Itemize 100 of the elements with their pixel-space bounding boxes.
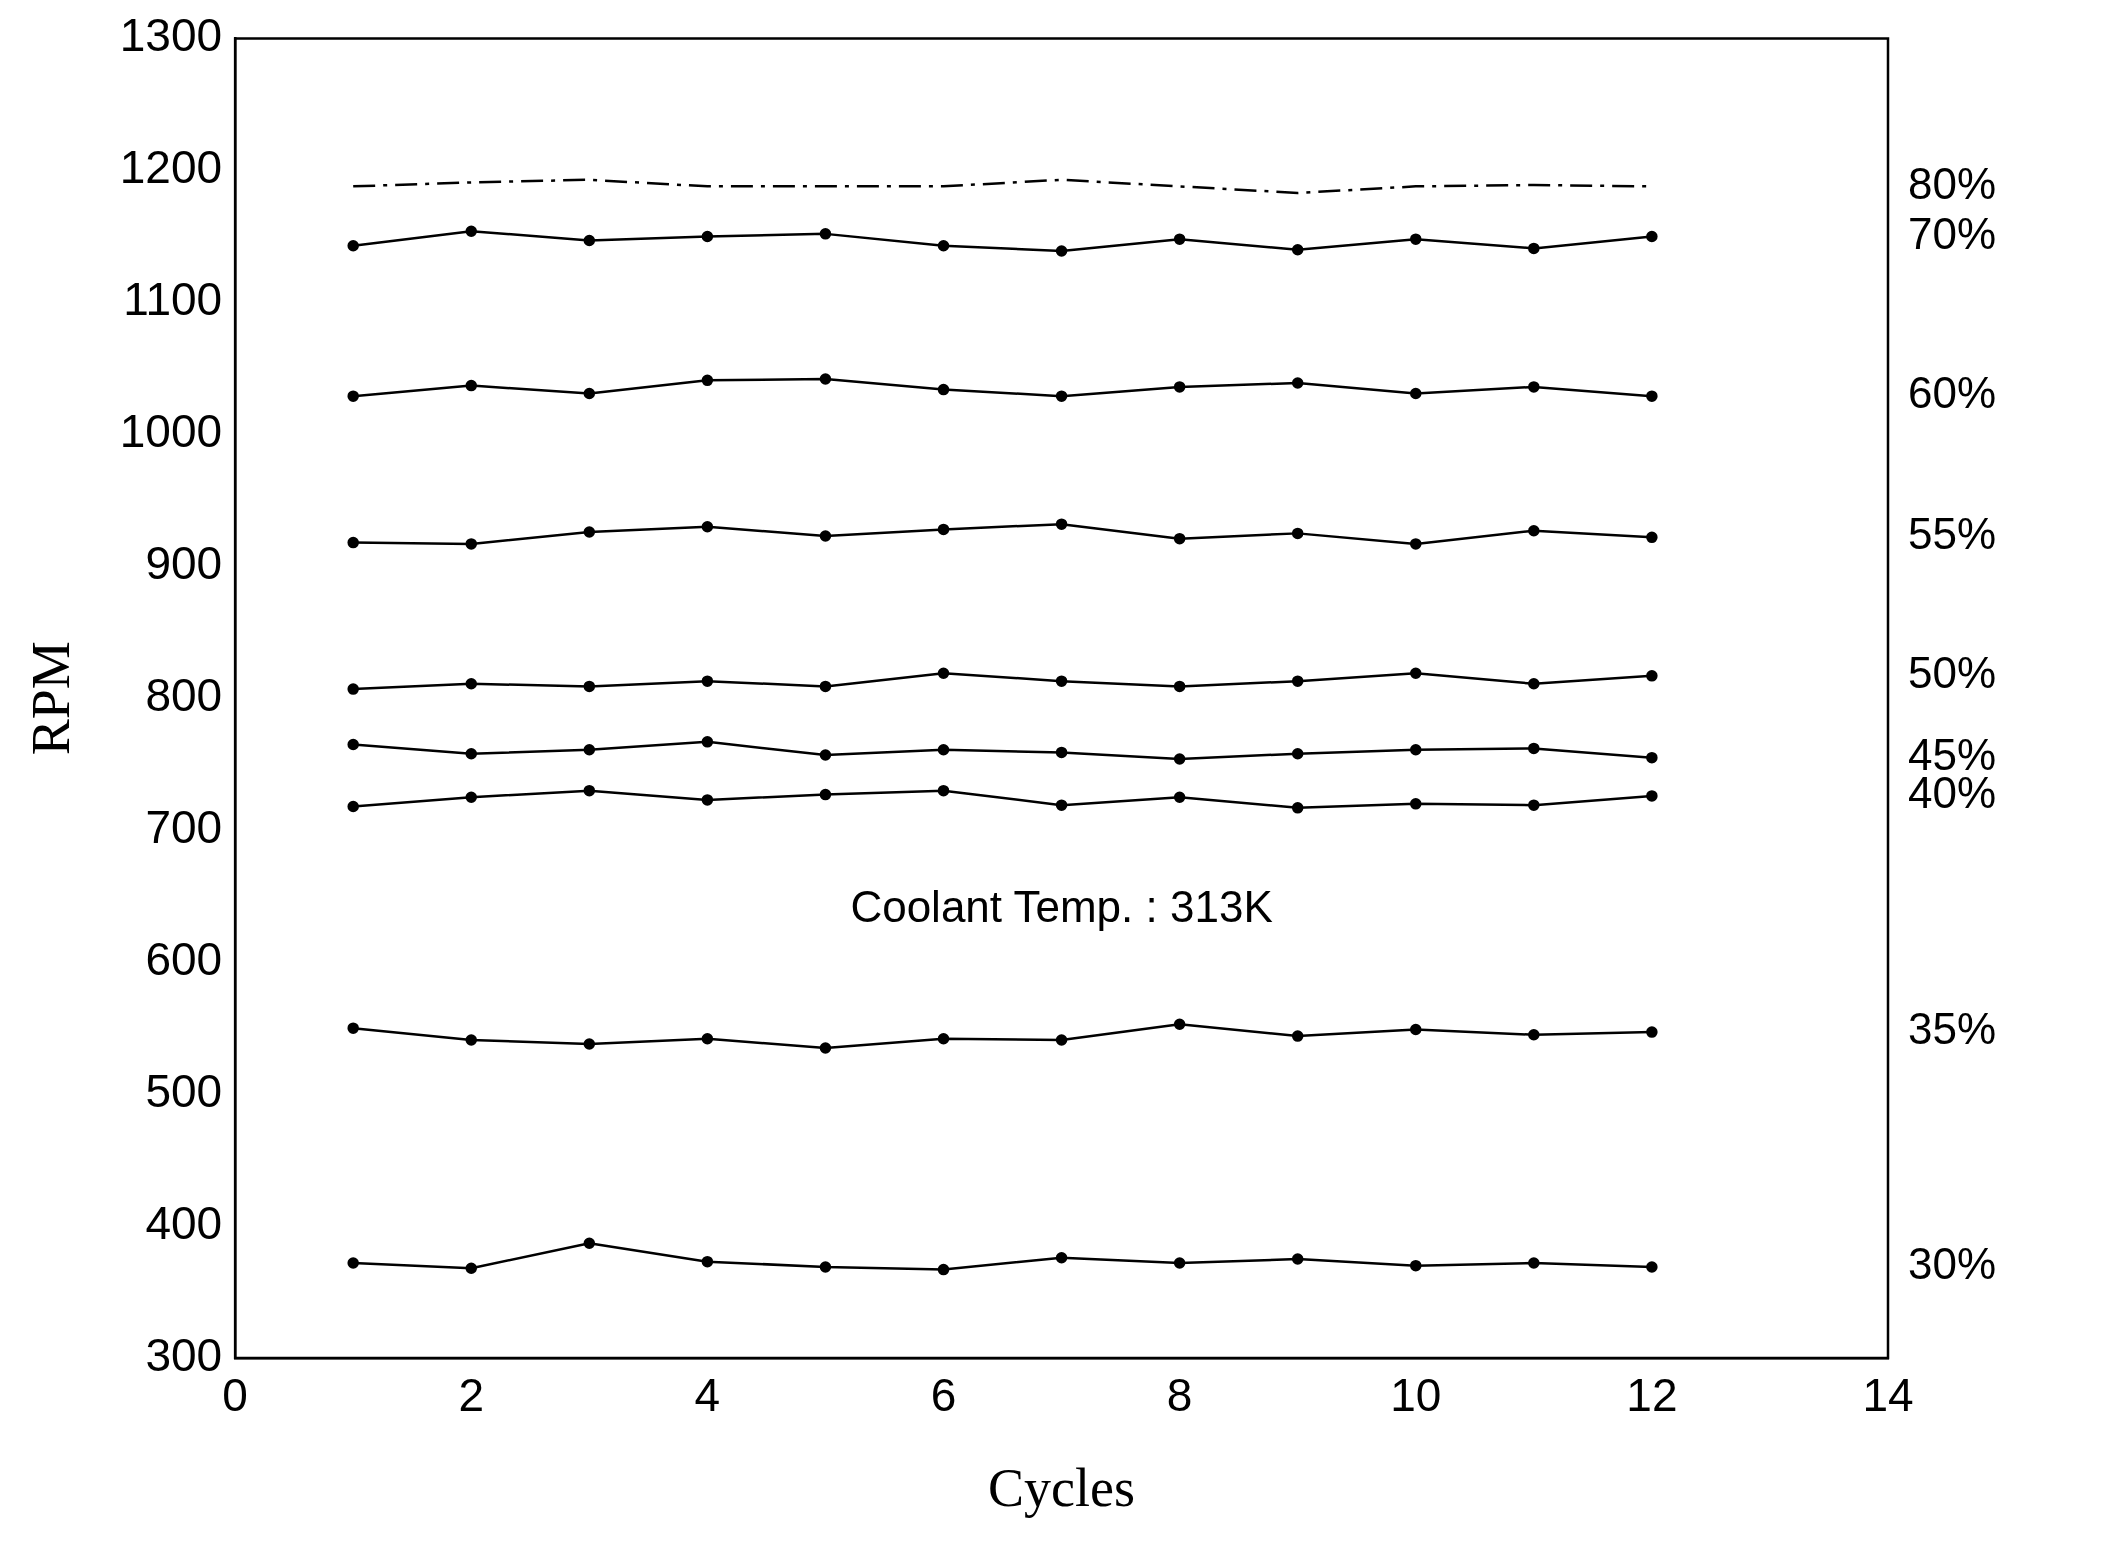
- point: [1291, 675, 1304, 687]
- point: [347, 738, 359, 751]
- point: [347, 390, 359, 402]
- point: [1410, 233, 1422, 245]
- point: [937, 383, 950, 396]
- text: 50%: [1908, 648, 1997, 698]
- point: [1646, 1261, 1658, 1273]
- point: [1528, 242, 1540, 255]
- x-axis-title: Cycles: [988, 1457, 1136, 1518]
- y-tick-label: 600: [145, 932, 223, 985]
- point: [937, 240, 950, 252]
- point: [465, 1034, 478, 1046]
- point: [819, 530, 832, 542]
- point: [465, 538, 478, 550]
- point: [701, 230, 714, 243]
- text: 60%: [1908, 368, 1997, 418]
- point: [1410, 798, 1422, 810]
- y-tick-label: 700: [145, 800, 223, 853]
- point: [1646, 1026, 1658, 1038]
- point: [819, 1261, 832, 1273]
- x-tick-label: 10: [1390, 1369, 1442, 1422]
- x-tick-label: 12: [1626, 1369, 1678, 1422]
- point: [347, 1257, 359, 1269]
- point: [465, 678, 478, 690]
- point: [1528, 1029, 1540, 1041]
- point: [1291, 243, 1304, 256]
- point: [465, 225, 478, 237]
- point: [701, 675, 714, 687]
- text: 35%: [1908, 1004, 1997, 1054]
- point: [937, 523, 950, 536]
- point: [347, 1022, 359, 1034]
- point: [1646, 751, 1658, 764]
- point: [1173, 1257, 1186, 1269]
- y-tick-label: 1200: [119, 141, 223, 194]
- x-tick-label: 6: [930, 1369, 957, 1422]
- y-tick-label: 1100: [123, 273, 223, 326]
- point: [1055, 746, 1068, 759]
- point: [583, 1237, 596, 1249]
- point: [937, 784, 950, 797]
- text: 55%: [1908, 509, 1997, 559]
- y-tick-label: 800: [145, 668, 223, 721]
- y-tick-label: 900: [145, 537, 223, 590]
- point: [1646, 790, 1658, 802]
- point: [937, 667, 950, 679]
- point: [937, 1032, 950, 1045]
- point: [819, 373, 832, 385]
- point: [1646, 390, 1658, 402]
- point: [937, 744, 950, 756]
- point: [1173, 1018, 1186, 1030]
- point: [1173, 233, 1186, 245]
- point: [1291, 377, 1304, 389]
- text: 70%: [1908, 208, 1997, 258]
- point: [1528, 678, 1540, 690]
- point: [1528, 1257, 1540, 1269]
- x-tick-label: 14: [1862, 1369, 1914, 1422]
- point: [1055, 1034, 1068, 1046]
- y-tick-label: 1000: [119, 405, 223, 458]
- y-axis-title: RPM: [20, 641, 81, 756]
- point: [1528, 524, 1540, 537]
- y-tick-label: 300: [145, 1328, 223, 1381]
- point: [1291, 747, 1304, 760]
- point: [583, 784, 596, 797]
- point: [1410, 387, 1422, 400]
- point: [1291, 1253, 1304, 1265]
- point: [1173, 532, 1186, 545]
- x-tick-label: 4: [694, 1369, 721, 1422]
- point: [1291, 1030, 1304, 1042]
- point: [583, 526, 596, 538]
- point: [583, 387, 596, 400]
- point: [1173, 680, 1186, 693]
- point: [701, 1032, 714, 1045]
- point: [465, 747, 478, 760]
- point: [1055, 1251, 1068, 1264]
- point: [1410, 667, 1422, 679]
- point: [347, 800, 359, 813]
- point: [1410, 538, 1422, 550]
- point: [1646, 230, 1658, 243]
- text: 80%: [1908, 158, 1997, 208]
- point: [1055, 675, 1068, 687]
- point: [937, 1263, 950, 1276]
- point: [1528, 381, 1540, 393]
- y-tick-label: 1300: [119, 9, 223, 62]
- point: [465, 1262, 478, 1275]
- point: [583, 680, 596, 693]
- point: [1173, 753, 1186, 765]
- point: [1055, 799, 1068, 811]
- point: [1291, 527, 1304, 540]
- point: [1410, 744, 1422, 756]
- point: [1528, 742, 1540, 755]
- point: [1055, 390, 1068, 402]
- point: [347, 683, 359, 695]
- point: [701, 521, 714, 533]
- x-tick-label: 2: [458, 1369, 485, 1422]
- point: [1291, 802, 1304, 814]
- point: [819, 680, 832, 693]
- point: [819, 749, 832, 761]
- point: [1173, 381, 1186, 393]
- point: [701, 374, 714, 387]
- point: [583, 1038, 596, 1050]
- y-tick-label: 400: [145, 1196, 223, 1249]
